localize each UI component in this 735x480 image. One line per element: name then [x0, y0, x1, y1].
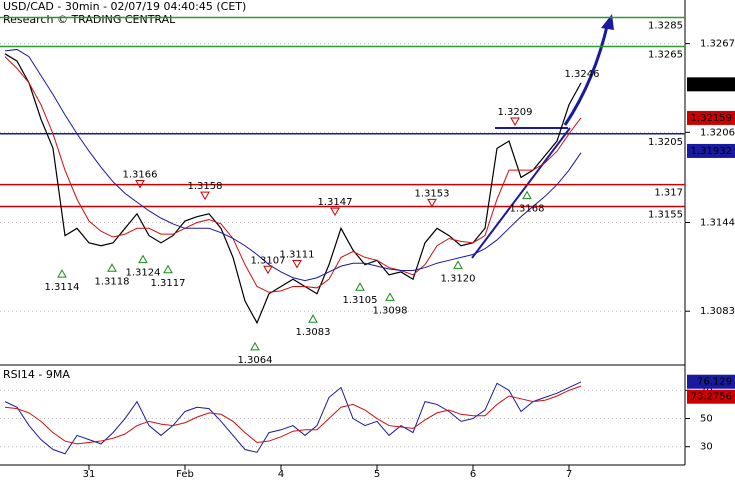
pivot-label: 1.3120 [441, 273, 476, 284]
pivot-marker [135, 179, 145, 189]
x-tick-label: 5 [374, 469, 380, 480]
rsi-title: RSI14 - 9MA [3, 368, 70, 381]
x-tick-label: 31 [83, 469, 96, 480]
y-tick-label: 1.3267 [700, 39, 735, 50]
pivot-marker [308, 314, 318, 323]
y-tick-label: 1.3144 [700, 217, 735, 228]
price-tag [687, 110, 735, 125]
pivot-marker [522, 190, 532, 200]
series-line [4, 48, 582, 282]
pivot-label: 1.3114 [45, 282, 80, 293]
series-line [4, 385, 582, 445]
pivot-marker [427, 198, 437, 208]
pivot-marker [250, 341, 260, 351]
level-label: 1.3285 [648, 20, 683, 31]
pivot-label: 1.3111 [280, 249, 315, 260]
level-label: 1.3205 [648, 137, 683, 148]
pivot-marker [330, 207, 340, 217]
x-tick-label: 6 [470, 469, 476, 480]
price-tag-label: 1.31932 [691, 146, 732, 157]
pivot-label: 1.3124 [126, 268, 161, 279]
level-label: 1.3265 [648, 50, 683, 61]
price-tag-label: 1.3239 [697, 79, 732, 90]
forecast-arrow [563, 21, 610, 126]
pivot-marker [57, 269, 67, 278]
x-tick-label: 7 [566, 469, 572, 480]
y-tick-label: 50 [700, 414, 713, 425]
pivot-marker [292, 259, 302, 269]
pivot-label: 1.3117 [151, 278, 186, 289]
pivot-label: 1.3246 [565, 69, 600, 80]
pivot-marker [453, 260, 463, 269]
price-tag-label: 1.32159 [691, 113, 732, 124]
pivot-label: 1.3105 [343, 295, 378, 306]
price-tag [687, 143, 735, 158]
pivot-label: 1.3098 [373, 305, 408, 316]
pivot-label: 1.3158 [188, 181, 223, 192]
pivot-label: 1.3107 [251, 255, 286, 266]
pivot-marker [163, 264, 173, 274]
chart-title: USD/CAD - 30min - 02/07/19 04:40:45 (CET… [3, 0, 246, 13]
price-tag-label: 73.2756 [691, 392, 732, 403]
pivot-label: 1.3209 [498, 107, 533, 118]
pivot-marker [138, 254, 148, 264]
pivot-label: 1.3064 [238, 355, 273, 366]
series-line [4, 381, 582, 455]
chart-subtitle: Research © TRADING CENTRAL [3, 13, 176, 26]
pivot-marker [355, 282, 365, 291]
series-line [4, 53, 582, 325]
trend-line [471, 127, 571, 259]
pivot-marker [385, 292, 395, 301]
level-label: 1.317 [654, 188, 683, 199]
price-tag [687, 77, 735, 92]
x-tick-label: Feb [176, 469, 194, 480]
price-tag [687, 389, 735, 404]
pivot-label: 1.3118 [95, 276, 130, 287]
level-label: 1.3155 [648, 209, 683, 220]
y-tick-label: 1.3206 [700, 127, 735, 138]
price-tag [687, 374, 735, 389]
pivot-marker [107, 263, 117, 272]
pivot-marker [200, 191, 210, 201]
pivot-label: 1.3168 [510, 204, 545, 215]
pivot-label: 1.3147 [318, 197, 353, 208]
x-tick-label: 4 [278, 469, 284, 480]
pivot-marker [263, 265, 273, 275]
y-tick-label: 1.3083 [700, 306, 735, 317]
pivot-label: 1.3083 [296, 327, 331, 338]
series-line [4, 56, 582, 293]
pivot-label: 1.3153 [415, 188, 450, 199]
y-tick-label: 30 [700, 442, 713, 453]
pivot-label: 1.3166 [123, 169, 158, 180]
price-tag-label: 76.129 [697, 377, 732, 388]
pivot-marker [510, 117, 520, 126]
